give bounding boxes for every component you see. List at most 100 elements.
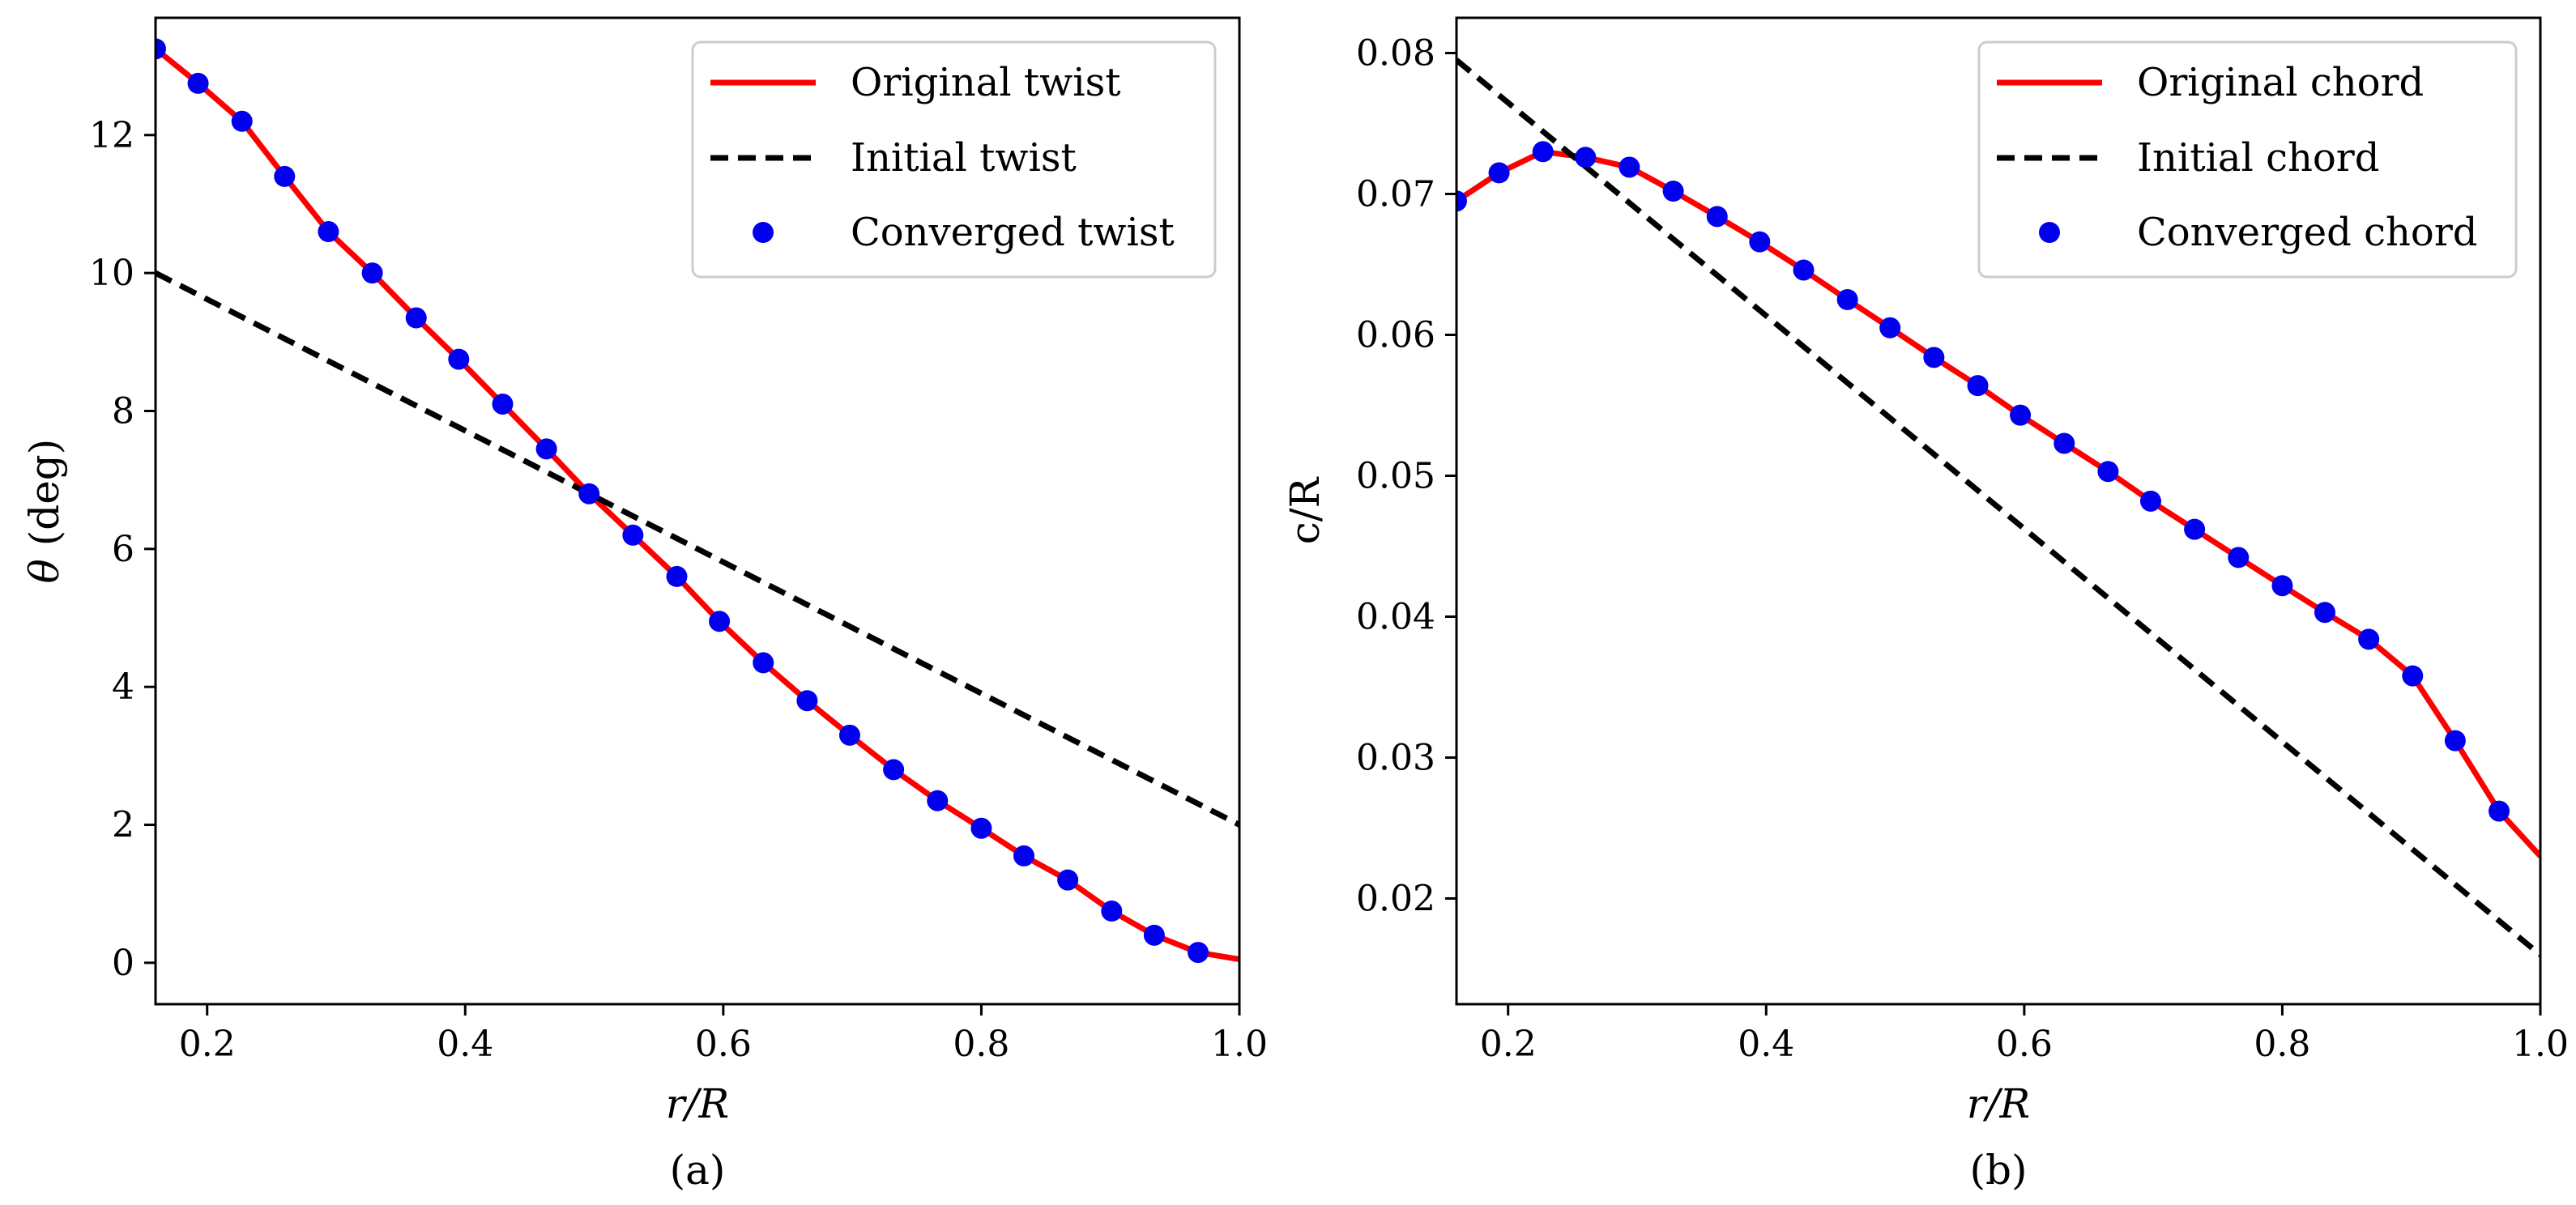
twist-legend-original-label: Original twist (851, 60, 1121, 105)
chord-converged-point (1619, 156, 1640, 178)
twist-converged-point (1188, 942, 1209, 964)
twist-y-tick-label: 2 (112, 805, 134, 846)
chord-x-tick-label: 0.4 (1738, 1024, 1794, 1065)
chord-converged-point (2184, 518, 2206, 540)
chord-chart-panel: 0.2 0.4 0.6 0.8 1.0 0.02 0.03 0.04 0.05 0.06 0.07… (1282, 16, 2569, 1194)
twist-x-tick-label: 1.0 (1211, 1024, 1268, 1065)
chord-y-tick-label: 0.08 (1356, 33, 1435, 75)
twist-series-layer (156, 38, 1239, 964)
chord-converged-point (1879, 317, 1901, 339)
chord-converged-point (1662, 181, 1684, 202)
theta-unit: (deg) (21, 439, 68, 560)
twist-converged-point (622, 524, 644, 546)
chord-y-tick-label: 0.05 (1356, 456, 1435, 497)
chord-subcaption: (b) (1969, 1147, 2027, 1194)
chord-converged-point (2271, 575, 2293, 597)
twist-x-tick-label: 0.6 (695, 1024, 752, 1065)
chord-x-ticks: 0.2 0.4 0.6 0.8 1.0 (1480, 1004, 2569, 1065)
twist-converged-point (578, 483, 600, 505)
chord-converged-point (2489, 800, 2510, 822)
twist-initial-line (156, 270, 1239, 828)
chord-x-axis-label: r/R (1967, 1080, 2030, 1127)
twist-y-ticks: 0 2 4 6 8 10 12 (89, 115, 156, 984)
chord-converged-point (1967, 375, 1989, 397)
chord-series-layer (1456, 57, 2540, 957)
chord-converged-point (2139, 490, 2161, 512)
theta-symbol: θ (21, 559, 68, 583)
twist-converged-point (405, 307, 427, 329)
twist-converged-point (970, 817, 992, 839)
chord-x-tick-label: 1.0 (2512, 1024, 2569, 1065)
chord-legend-box (1977, 40, 2518, 279)
twist-converged-point (927, 790, 949, 811)
twist-converged-point (796, 690, 818, 712)
chord-x-tick-label: 0.6 (1996, 1024, 2053, 1065)
twist-converged-point (883, 759, 905, 781)
twist-y-tick-label: 12 (89, 115, 134, 156)
twist-x-tick-label: 0.2 (179, 1024, 236, 1065)
chord-y-axis-label: c/R (1282, 476, 1329, 544)
chord-x-tick-label: 0.2 (1480, 1024, 1537, 1065)
twist-converged-point (231, 110, 253, 132)
chord-converged-point (1836, 289, 1858, 310)
chord-legend-converged-label: Converged chord (2137, 210, 2478, 255)
chord-converged-point (1749, 231, 1771, 253)
twist-converged-point (1101, 901, 1123, 922)
twist-x-tick-label: 0.4 (437, 1024, 493, 1065)
chord-converged-point (1488, 162, 1510, 184)
chord-converged-point (2054, 432, 2075, 454)
chord-y-tick-label: 0.06 (1356, 315, 1435, 356)
chord-legend-converged-swatch (2039, 222, 2060, 243)
chord-converged-point (2010, 404, 2032, 426)
chord-converged-point (1575, 147, 1597, 168)
twist-x-axis-label: r/R (666, 1080, 729, 1127)
chord-y-tick-label: 0.04 (1356, 597, 1435, 638)
twist-converged-point (156, 38, 166, 60)
twist-converged-point (1143, 924, 1165, 946)
twist-plot-frame (154, 16, 1241, 1006)
chord-converged-point (2444, 730, 2466, 752)
twist-legend: Original twist Initial twist Converged t… (691, 40, 1217, 279)
twist-y-tick-label: 8 (112, 390, 134, 432)
twist-converged-point (838, 724, 860, 746)
twist-converged-point (361, 262, 383, 284)
twist-converged-point (318, 221, 339, 243)
chord-converged-point (2314, 602, 2335, 624)
twist-x-ticks: 0.2 0.4 0.6 0.8 1.0 (179, 1004, 1268, 1065)
chord-y-tick-label: 0.07 (1356, 174, 1435, 215)
twist-converged-point (1013, 845, 1034, 866)
chord-converged-point (1456, 190, 1467, 212)
chord-y-tick-label: 0.03 (1356, 738, 1435, 779)
twist-y-axis-label: θ (deg) (21, 439, 68, 584)
chord-converged-point (2358, 628, 2380, 650)
chord-plot-frame (1455, 16, 2542, 1006)
chord-y-tick-label: 0.02 (1356, 879, 1435, 920)
twist-chart-panel: 0.2 0.4 0.6 0.8 1.0 0 2 4 6 8 10 12 r/R θ (deg) (a… (21, 16, 1268, 1194)
twist-y-tick-label: 10 (89, 253, 134, 294)
chord-legend-original-label: Original chord (2137, 60, 2424, 105)
twist-converged-point (187, 72, 209, 94)
twist-legend-converged-swatch (753, 222, 774, 243)
twist-subcaption: (a) (670, 1147, 726, 1194)
twist-converged-point (666, 565, 688, 587)
twist-legend-converged-label: Converged twist (851, 210, 1175, 255)
twist-converged-point (753, 652, 774, 674)
twist-converged-point (492, 393, 514, 415)
twist-legend-box (691, 40, 1217, 279)
twist-y-tick-label: 4 (112, 666, 134, 708)
twist-converged-point (274, 165, 296, 187)
twist-x-tick-label: 0.8 (953, 1024, 1009, 1065)
chord-converged-point (2402, 665, 2424, 687)
chord-converged-point (1706, 206, 1728, 228)
twist-y-tick-label: 6 (112, 529, 134, 570)
chord-legend-initial-label: Initial chord (2137, 135, 2379, 181)
chord-converged-point (1532, 141, 1554, 163)
twist-converged-point (1057, 869, 1079, 891)
twist-converged-point (709, 611, 731, 632)
twist-converged-point (448, 348, 470, 370)
twist-converged-point (535, 438, 557, 460)
chord-converged-point (1923, 347, 1945, 368)
chord-converged-point (2097, 461, 2119, 483)
chord-x-tick-label: 0.8 (2254, 1024, 2310, 1065)
